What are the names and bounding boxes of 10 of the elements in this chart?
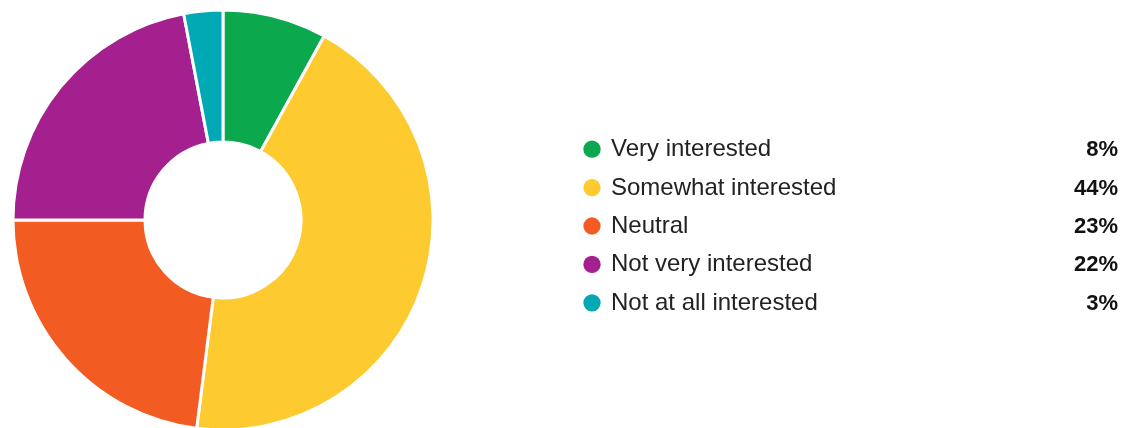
data-label: 3%: [1086, 289, 1118, 315]
data-label: 8%: [1086, 136, 1118, 162]
data-label: 22%: [1073, 251, 1118, 277]
legend-label: Not at all interested: [611, 287, 818, 315]
legend-label: Somewhat interested: [611, 172, 837, 200]
data-label: 23%: [1073, 213, 1118, 238]
data-label: 44%: [1073, 174, 1118, 200]
legend-label: Very interested: [611, 134, 772, 162]
legend-label: Neutral: [611, 211, 689, 238]
legend-label: Not very interested: [611, 249, 813, 277]
